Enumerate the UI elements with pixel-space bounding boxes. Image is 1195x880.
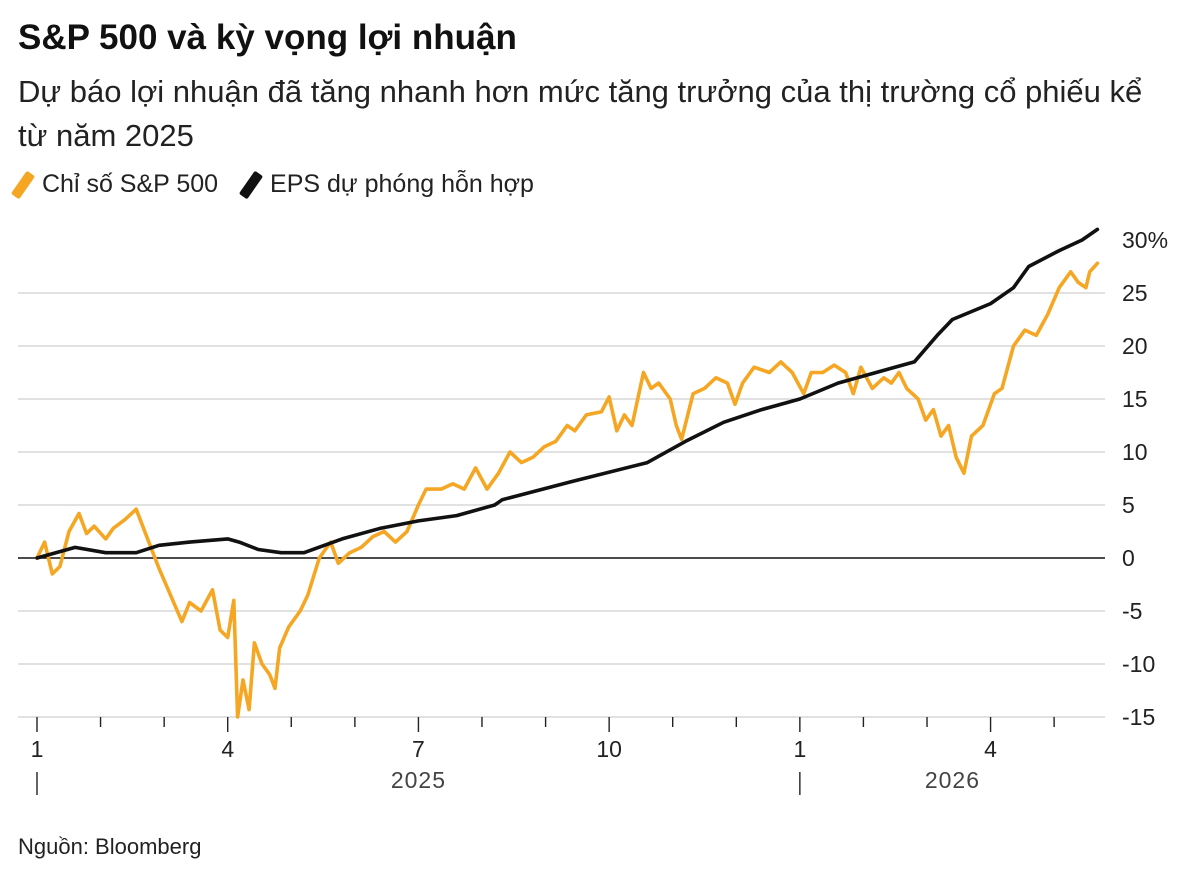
y-tick-label: 5: [1122, 492, 1135, 518]
legend-item-sp500: Chỉ số S&P 500: [10, 170, 219, 199]
y-tick-label: 20: [1122, 333, 1148, 359]
chart-subtitle: Dự báo lợi nhuận đã tăng nhanh hơn mức t…: [18, 74, 1143, 153]
x-tick-label: 7: [412, 736, 425, 762]
chart-title: S&P 500 và kỳ vọng lợi nhuận: [18, 18, 517, 57]
y-tick-label: 25: [1122, 280, 1148, 306]
y-tick-label: 0: [1122, 545, 1135, 571]
legend-label-sp500: Chỉ số S&P 500: [42, 170, 219, 198]
source-note: Nguồn: Bloomberg: [18, 834, 202, 859]
y-tick-label: 15: [1122, 386, 1148, 412]
y-tick-label: 30%: [1122, 227, 1168, 253]
x-tick-label: 10: [596, 736, 622, 762]
x-tick-label: 4: [984, 736, 997, 762]
year-label: 2026: [925, 767, 980, 793]
y-tick-label: -10: [1122, 651, 1155, 677]
legend-item-eps: EPS dự phóng hỗn hợp: [238, 170, 534, 199]
legend: Chỉ số S&P 500 EPS dự phóng hỗn hợp: [10, 170, 562, 199]
x-tick-label: 1: [31, 736, 44, 762]
y-tick-label: -5: [1122, 598, 1142, 624]
legend-label-eps: EPS dự phóng hỗn hợp: [270, 170, 534, 198]
y-tick-label: -15: [1122, 704, 1155, 730]
series-line-eps: [35, 227, 1100, 560]
year-label: 2025: [391, 767, 446, 793]
y-tick-label: 10: [1122, 439, 1148, 465]
x-tick-label: 4: [221, 736, 234, 762]
x-tick-label: 1: [793, 736, 806, 762]
series-line-sp500: [35, 261, 1100, 719]
